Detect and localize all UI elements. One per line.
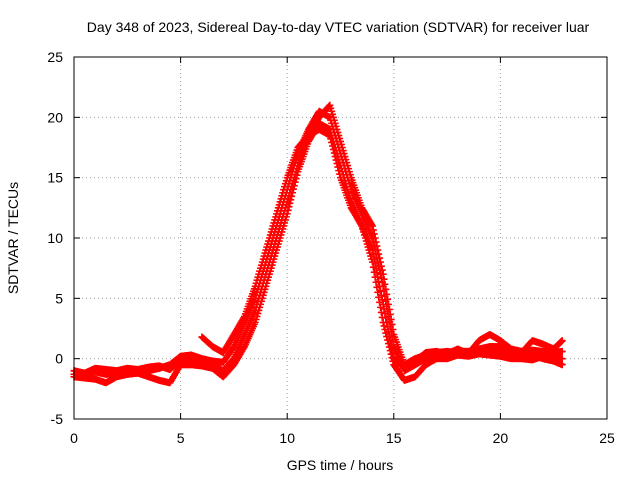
x-tick-label: 10 [279,430,295,446]
data-point-marker [376,258,384,266]
data-point-marker [384,323,392,331]
data-point-marker [373,269,381,277]
data-point-marker [375,278,383,286]
data-point-marker [375,250,383,258]
x-tick-label: 5 [177,430,185,446]
data-point-marker [558,337,566,345]
data-point-marker [336,170,344,178]
data-point-marker [373,242,381,250]
data-point-marker [368,220,376,228]
series-track-b [70,119,566,387]
x-tick-label: 0 [70,430,78,446]
data-point-marker [377,308,385,316]
y-tick-label: -5 [51,411,64,427]
y-tick-label: 20 [47,109,63,125]
data-point-marker [383,290,391,298]
data-point-marker [328,138,336,146]
data-point-marker [384,328,392,336]
data-point-marker [385,305,393,313]
data-points [70,101,566,387]
y-tick-label: 25 [47,49,63,65]
data-point-marker [387,315,395,323]
data-point-marker [240,314,248,322]
data-point-marker [382,285,390,293]
y-tick-label: 15 [47,170,63,186]
data-point-marker [376,282,384,290]
data-point-marker [329,142,337,150]
y-tick-label: 10 [47,230,63,246]
data-point-marker [388,320,396,328]
data-point-marker [384,300,392,308]
data-point-marker [374,246,382,254]
data-point-marker [333,160,341,168]
data-point-marker [329,146,337,154]
data-point-marker [372,264,380,272]
data-point-marker [383,318,391,326]
data-point-marker [376,287,384,295]
data-point-marker [388,346,396,354]
series-track-c [198,125,566,372]
data-point-marker [558,361,566,369]
data-point-marker [385,332,393,340]
data-point-marker [357,220,365,228]
x-tick-label: 25 [599,430,615,446]
x-axis-label: GPS time / hours [287,457,394,473]
data-point-marker [378,266,386,274]
data-point-marker [389,350,397,358]
data-point-marker [372,238,380,246]
data-point-marker [334,163,342,171]
y-tick-label: 5 [55,290,63,306]
series-track-d [70,101,566,377]
data-point-marker [371,234,379,242]
y-axis-label: SDTVAR / TECUs [5,182,21,294]
x-tick-label: 20 [493,430,509,446]
data-point-marker [386,337,394,345]
x-tick-label: 15 [386,430,402,446]
data-point-marker [387,341,395,349]
data-point-marker [368,222,376,230]
data-point-marker [377,262,385,270]
data-point-marker [384,295,392,303]
data-point-marker [374,273,382,281]
data-point-marker [370,230,378,238]
data-point-marker [369,226,377,234]
data-point-marker [335,167,343,175]
data-point-marker [386,310,394,318]
axis-ticks: 0 5 10 15 20 25 -5 0 5 10 15 20 25 [47,49,615,446]
data-point-marker [382,314,390,322]
chart-title: Day 348 of 2023, Sidereal Day-to-day VTE… [87,19,590,35]
data-point-marker [380,322,388,330]
data-point-marker [376,254,384,262]
data-point-marker [327,135,335,143]
data-point-marker [332,156,340,164]
data-point-marker [331,153,339,161]
y-tick-label: 0 [55,351,63,367]
data-point-marker [330,149,338,157]
data-point-marker [389,326,397,334]
data-point-marker [379,270,387,278]
data-point-marker [380,275,388,283]
data-point-marker [326,131,334,139]
data-point-marker [381,309,389,317]
data-point-marker [377,291,385,299]
data-point-marker [381,280,389,288]
data-point-marker [558,347,566,355]
data-point-marker [371,260,379,268]
data-point-marker [370,255,378,263]
